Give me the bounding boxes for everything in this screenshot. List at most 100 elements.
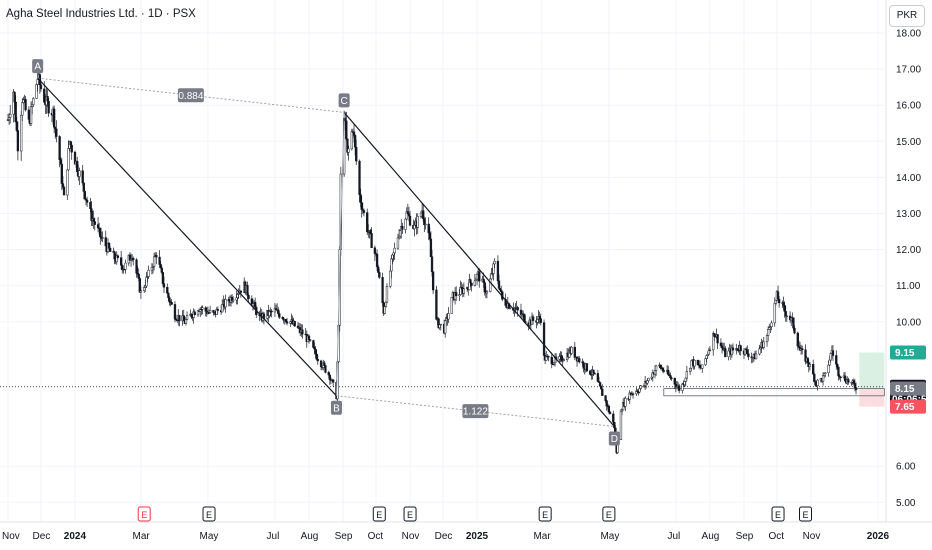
candle-body	[373, 247, 377, 254]
currency-button[interactable]: PKR	[889, 5, 925, 27]
earnings-event-icon[interactable]	[137, 506, 151, 522]
candle-body	[801, 348, 804, 351]
candle-body	[159, 264, 162, 269]
candle-body	[719, 342, 723, 347]
candle-body	[107, 242, 111, 249]
candle-body	[497, 280, 501, 289]
candle-body	[46, 96, 49, 102]
trend-leg-cd[interactable]	[343, 112, 615, 427]
candle-body	[716, 334, 719, 344]
candle-body	[593, 373, 596, 375]
stop-loss-tag	[890, 399, 926, 414]
ratio-label[interactable]	[462, 404, 489, 419]
candle-body	[139, 290, 143, 293]
chart-title: Agha Steel Industries Ltd. · 1D · PSX	[6, 8, 196, 20]
candle-body	[419, 212, 423, 217]
candle-body	[166, 286, 169, 294]
candle-body	[59, 159, 62, 165]
earnings-event-icon[interactable]	[771, 506, 785, 522]
candle-body	[547, 356, 550, 358]
candle-body	[416, 216, 419, 228]
x-tick-label: Jul	[667, 531, 680, 542]
candle-body	[278, 313, 281, 318]
point-label-d[interactable]	[608, 431, 620, 446]
point-label-a[interactable]	[32, 59, 44, 74]
candle-body	[135, 259, 138, 274]
ratio-line-ac[interactable]	[37, 77, 345, 113]
candle-body	[768, 327, 771, 330]
candle-body	[13, 91, 16, 103]
earnings-event-icon[interactable]	[799, 506, 812, 522]
candle-body	[765, 335, 769, 343]
candle-body	[328, 374, 332, 381]
candle-body	[707, 350, 710, 355]
point-label-b[interactable]	[330, 400, 342, 415]
candle-body	[538, 316, 541, 319]
earnings-event-icon[interactable]	[403, 506, 417, 522]
candle-body	[422, 210, 425, 220]
candle-body	[247, 295, 250, 299]
candle-body	[739, 345, 742, 352]
candle-body	[424, 223, 427, 226]
candle-body	[55, 128, 58, 137]
candle-body	[69, 141, 72, 146]
x-tick-label: Aug	[301, 531, 319, 542]
candle-body	[85, 199, 89, 203]
y-tick-label: 10.00	[896, 317, 921, 328]
candle-body	[277, 309, 280, 314]
entry-price-tag-text: 8.15	[895, 384, 915, 395]
candle-body	[639, 385, 642, 389]
candle-body	[823, 373, 826, 376]
candle-body	[836, 364, 839, 368]
candle-body	[406, 211, 409, 215]
candle-body	[39, 84, 43, 90]
candle-body	[678, 385, 681, 391]
candle-body	[83, 191, 87, 200]
candle-body	[696, 360, 699, 365]
ratio-line-bd[interactable]	[336, 395, 615, 427]
candle-body	[185, 315, 189, 320]
support-zone-box[interactable]	[663, 388, 885, 397]
candle-body	[600, 385, 603, 390]
candle-body	[690, 360, 693, 369]
price-tags: 9.158.2006:06:538.157.65	[890, 345, 932, 414]
candle-body	[796, 332, 799, 347]
candle-body	[777, 299, 781, 304]
stop-loss-zone[interactable]	[859, 388, 885, 407]
earnings-event-icon[interactable]	[202, 506, 216, 522]
candle-body	[542, 322, 546, 356]
candle-body	[470, 282, 473, 286]
candle-body	[319, 360, 323, 368]
candle-body	[307, 335, 311, 340]
candle-body	[168, 297, 171, 303]
candle-body	[784, 311, 787, 317]
candle-body	[332, 379, 335, 383]
candle-body	[429, 238, 433, 257]
point-label-c[interactable]	[338, 93, 350, 108]
candle-body	[29, 106, 33, 124]
candle-body	[397, 235, 401, 239]
candle-body	[104, 237, 107, 247]
earnings-event-icon[interactable]	[602, 506, 616, 522]
candle-body	[312, 340, 315, 348]
trend-leg-ab[interactable]	[37, 77, 337, 397]
candle-body	[608, 411, 612, 415]
candle-body	[773, 303, 776, 324]
candle-body	[847, 379, 850, 383]
candle-body	[853, 383, 857, 388]
earnings-event-icon[interactable]	[372, 506, 386, 522]
candle-body	[92, 218, 95, 222]
candle-body	[132, 258, 135, 261]
candle-body	[837, 366, 840, 377]
take-profit-zone[interactable]	[859, 352, 885, 389]
candle-body	[36, 79, 39, 85]
candle-body	[831, 350, 835, 356]
candle-body	[170, 302, 173, 305]
trend-leg-bc[interactable]	[335, 112, 345, 396]
candle-body	[631, 393, 635, 395]
earnings-event-icon[interactable]	[538, 506, 552, 522]
candle-body	[160, 267, 163, 273]
candle-body	[399, 230, 402, 237]
ratio-label[interactable]	[177, 88, 204, 103]
